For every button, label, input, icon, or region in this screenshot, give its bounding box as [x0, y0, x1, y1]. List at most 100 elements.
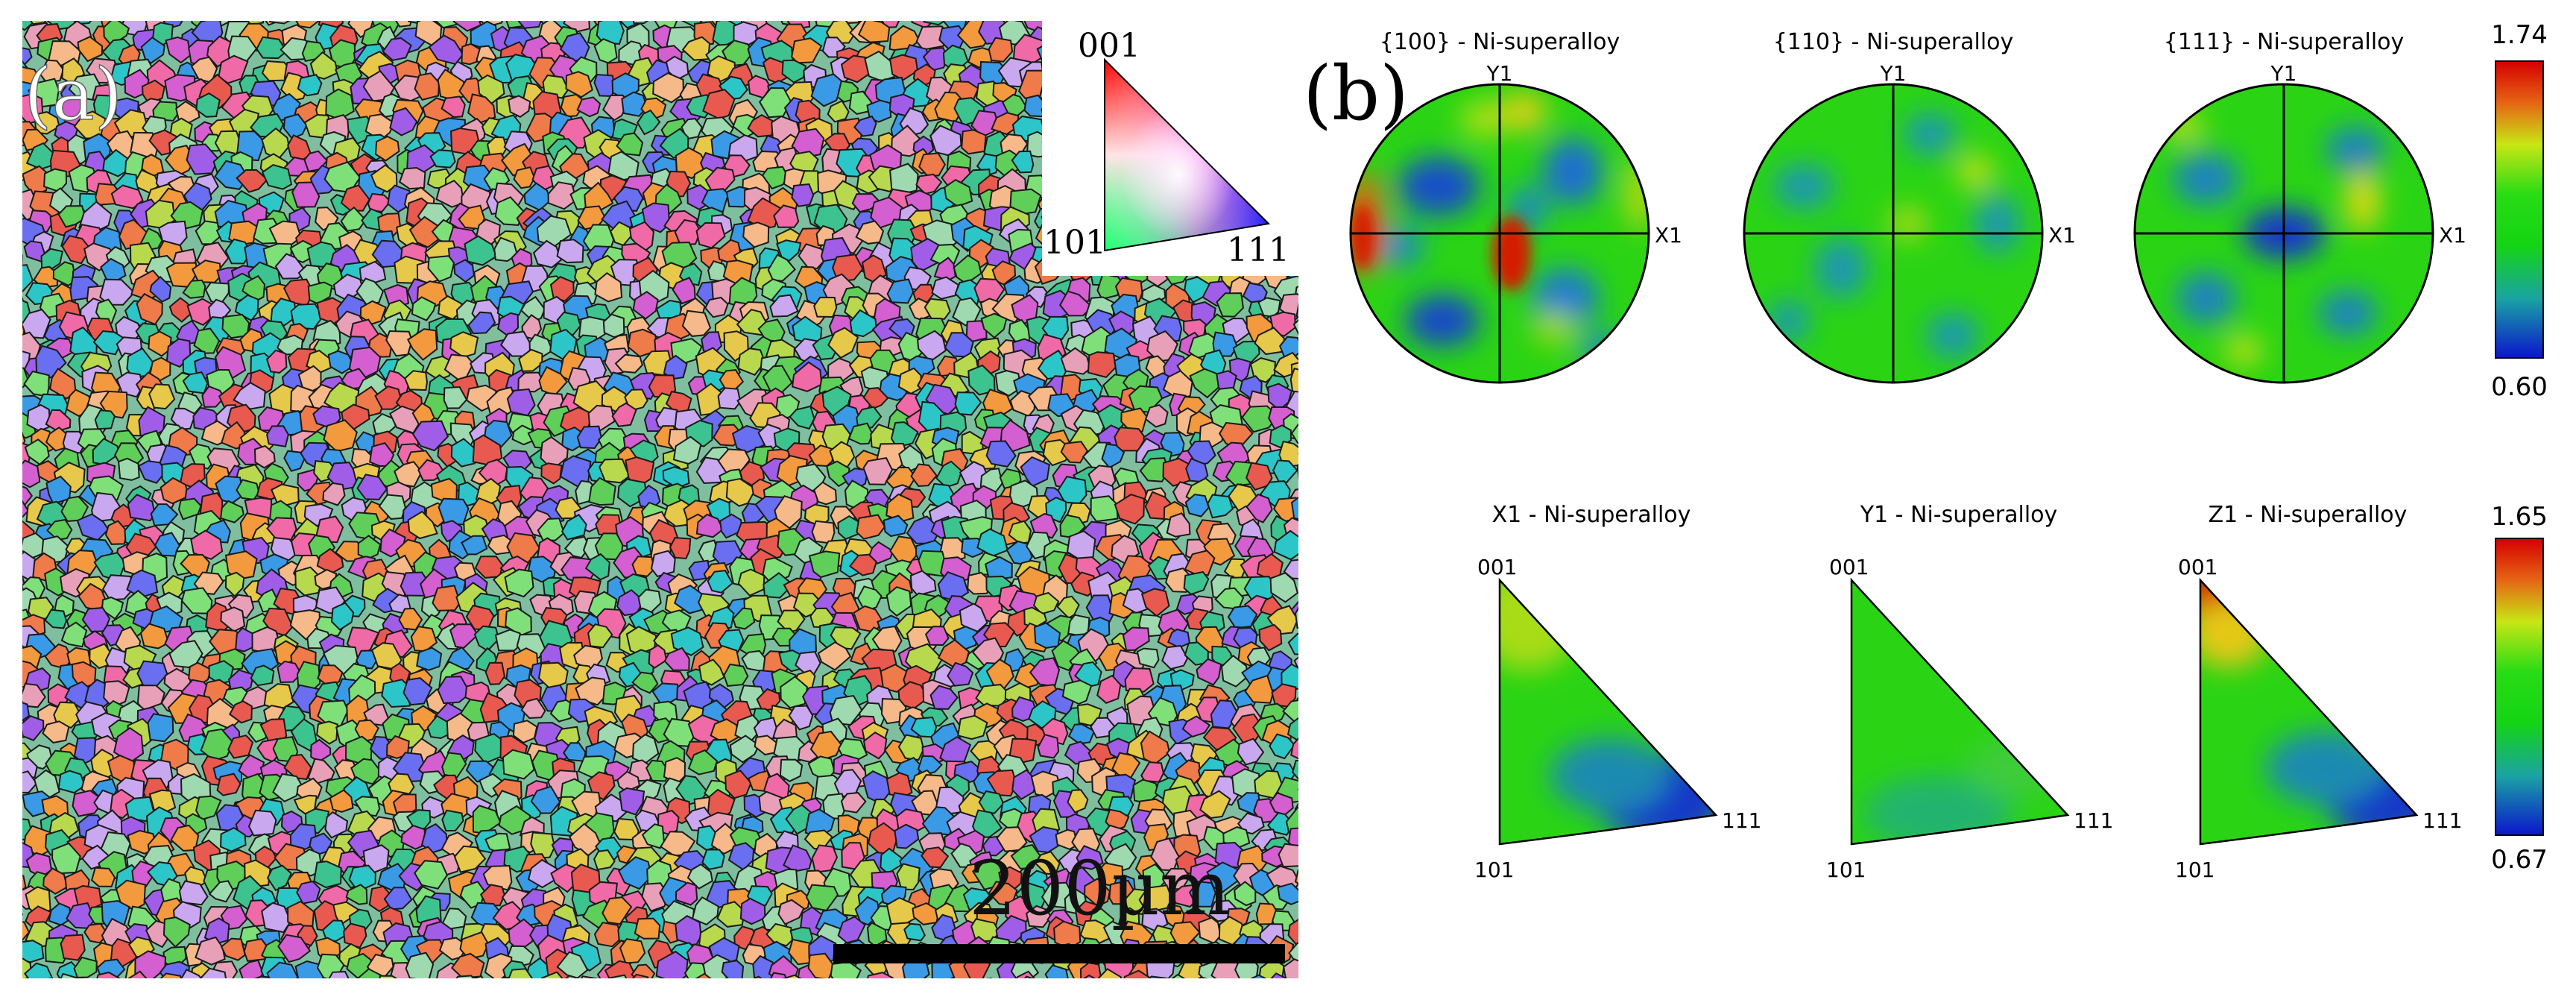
- grain: [57, 770, 86, 794]
- grain: [200, 967, 227, 978]
- grain: [531, 0, 559, 5]
- grain: [0, 258, 13, 285]
- grain: [910, 463, 938, 488]
- grain: [269, 21, 291, 25]
- grain: [783, 844, 812, 872]
- grain: [0, 222, 14, 244]
- grain: [354, 0, 375, 5]
- grain: [398, 166, 426, 190]
- grain: [1205, 981, 1226, 997]
- grain: [0, 131, 18, 161]
- grain: [903, 922, 926, 942]
- grain: [924, 298, 951, 320]
- grain: [165, 36, 192, 64]
- grain: [1324, 755, 1345, 776]
- grain: [453, 259, 475, 283]
- grain: [637, 109, 661, 136]
- grain: [233, 382, 266, 410]
- grain: [672, 435, 702, 465]
- grain: [608, 974, 628, 978]
- grain: [295, 21, 321, 29]
- grain: [954, 980, 985, 997]
- ipf-label-101: 101: [1474, 858, 1514, 882]
- grain: [1296, 214, 1298, 222]
- colorbar-gradient: [2495, 60, 2544, 359]
- grain: [561, 513, 587, 541]
- grain: [1313, 204, 1333, 225]
- ipf-key-triangle-center: [1105, 60, 1269, 251]
- grain: [149, 275, 172, 303]
- grain: [681, 36, 711, 61]
- grain: [632, 290, 659, 320]
- grain: [957, 714, 988, 740]
- grain: [1321, 244, 1350, 267]
- grain: [530, 785, 561, 814]
- grain: [1316, 796, 1345, 823]
- grain: [1097, 968, 1123, 978]
- grain: [719, 513, 743, 539]
- grain: [44, 608, 68, 629]
- ipf-label-101: 101: [1826, 858, 1866, 882]
- grain: [737, 347, 766, 377]
- grain: [186, 298, 216, 326]
- ipf-label-001: 001: [2178, 555, 2217, 579]
- scale-bar-line: [833, 944, 1285, 963]
- grain: [405, 952, 435, 978]
- ipf-density: [1852, 580, 2068, 844]
- pole-figure-y-label: Y1: [1486, 61, 1513, 86]
- grain: [1269, 792, 1294, 816]
- grain: [619, 938, 646, 964]
- grain: [691, 0, 713, 14]
- grain: [1082, 974, 1096, 978]
- grain: [1124, 667, 1155, 693]
- grain: [781, 974, 802, 978]
- grain: [550, 863, 578, 893]
- grain: [599, 458, 631, 484]
- grain: [1158, 0, 1179, 7]
- grain: [22, 321, 25, 337]
- grain: [1305, 666, 1330, 692]
- grain: [265, 981, 295, 997]
- grain: [22, 485, 34, 506]
- grain: [266, 864, 292, 892]
- grain: [22, 459, 41, 488]
- grain: [1294, 802, 1298, 818]
- ipf-label-111: 111: [2422, 808, 2462, 833]
- grain: [22, 702, 31, 722]
- grain: [407, 510, 438, 540]
- grain: [611, 402, 637, 427]
- grain: [988, 0, 1013, 5]
- grain: [414, 860, 449, 890]
- grain: [584, 553, 610, 581]
- grain: [1307, 334, 1335, 359]
- grain: [0, 549, 10, 578]
- grain: [461, 535, 488, 556]
- grain: [847, 422, 874, 445]
- grain: [46, 518, 73, 541]
- grain: [374, 135, 400, 162]
- grain: [1324, 165, 1352, 193]
- grain: [0, 450, 10, 476]
- grain: [862, 387, 889, 410]
- colorbar-max-label: 1.74: [2491, 20, 2548, 50]
- grain: [1053, 0, 1079, 15]
- grain: [22, 500, 30, 518]
- grain: [0, 391, 21, 418]
- grain: [73, 956, 98, 978]
- grain: [0, 4, 18, 27]
- grain: [22, 762, 24, 767]
- grain: [1307, 731, 1336, 760]
- grain: [374, 386, 403, 410]
- grain: [1287, 632, 1298, 655]
- grain: [453, 845, 487, 873]
- grain: [530, 831, 556, 860]
- grain: [619, 787, 645, 816]
- grain: [843, 21, 862, 25]
- grain: [886, 586, 912, 617]
- grain: [1282, 699, 1298, 723]
- grain: [556, 951, 589, 978]
- grain: [811, 520, 836, 544]
- grain: [450, 438, 476, 468]
- grain: [66, 0, 89, 11]
- grain: [343, 922, 367, 949]
